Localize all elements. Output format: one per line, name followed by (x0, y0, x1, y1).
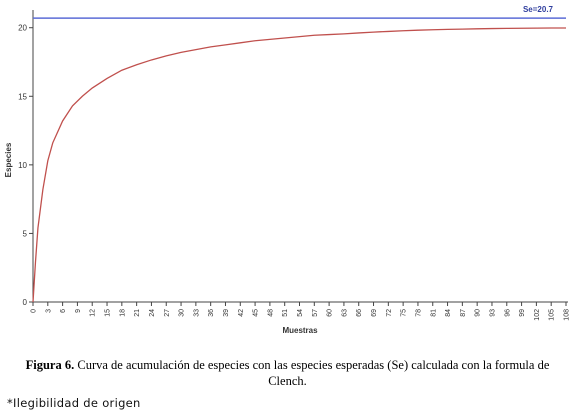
x-tick-label: 96 (504, 309, 511, 317)
figure-caption: Figura 6. Curva de acumulación de especi… (6, 357, 569, 389)
x-tick-label: 75 (401, 309, 408, 317)
x-tick-label: 18 (119, 309, 126, 317)
x-tick-label: 6 (60, 309, 67, 313)
x-tick-label: 30 (179, 309, 186, 317)
source-note: *Ilegibilidad de origen (7, 396, 141, 410)
x-tick-label: 15 (105, 309, 112, 317)
x-tick-label: 93 (489, 309, 496, 317)
x-tick-label: 102 (534, 309, 541, 321)
x-tick-label: 81 (430, 309, 437, 317)
y-tick-label: 10 (18, 161, 27, 170)
x-tick-label: 108 (564, 309, 571, 321)
x-tick-label: 3 (45, 309, 52, 313)
x-tick-label: 63 (341, 309, 348, 317)
x-tick-label: 9 (75, 309, 82, 313)
figure-caption-label: Figura 6. (25, 358, 75, 372)
chart-axes (32, 10, 568, 303)
x-tick-label: 66 (356, 309, 363, 317)
x-tick-label: 60 (327, 309, 334, 317)
x-tick-label: 42 (238, 309, 245, 317)
x-tick-label: 24 (149, 309, 156, 317)
x-tick-label: 69 (371, 309, 378, 317)
x-tick-label: 27 (164, 309, 171, 317)
y-axis-label: Especies (4, 142, 13, 177)
chart-series (32, 17, 566, 303)
accumulation-curve (32, 27, 566, 303)
y-tick-label: 0 (23, 298, 28, 307)
se-annotation-label: Se=20.7 (523, 5, 554, 14)
x-tick-label: 12 (90, 309, 97, 317)
x-tick-label: 78 (415, 309, 422, 317)
x-tick-label: 39 (223, 309, 230, 317)
y-tick-label: 15 (18, 92, 27, 101)
x-tick-label: 45 (253, 309, 260, 317)
x-tick-label: 87 (460, 309, 467, 317)
x-tick-label: 84 (445, 309, 452, 317)
x-tick-label: 99 (519, 309, 526, 317)
y-tick-label: 5 (23, 229, 28, 238)
figure-caption-text: Curva de acumulación de especies con las… (74, 358, 550, 388)
x-tick-label: 90 (475, 309, 482, 317)
x-tick-label: 54 (297, 309, 304, 317)
x-tick-label: 21 (134, 309, 141, 317)
x-tick-label: 105 (549, 309, 556, 321)
x-tick-label: 36 (208, 309, 215, 317)
x-tick-label: 0 (31, 309, 38, 313)
x-tick-label: 48 (267, 309, 274, 317)
x-tick-label: 57 (312, 309, 319, 317)
x-tick-label: 72 (386, 309, 393, 317)
y-tick-label: 20 (18, 24, 27, 33)
x-tick-label: 51 (282, 309, 289, 317)
x-axis-label: Muestras (282, 326, 318, 335)
x-tick-label: 33 (193, 309, 200, 317)
